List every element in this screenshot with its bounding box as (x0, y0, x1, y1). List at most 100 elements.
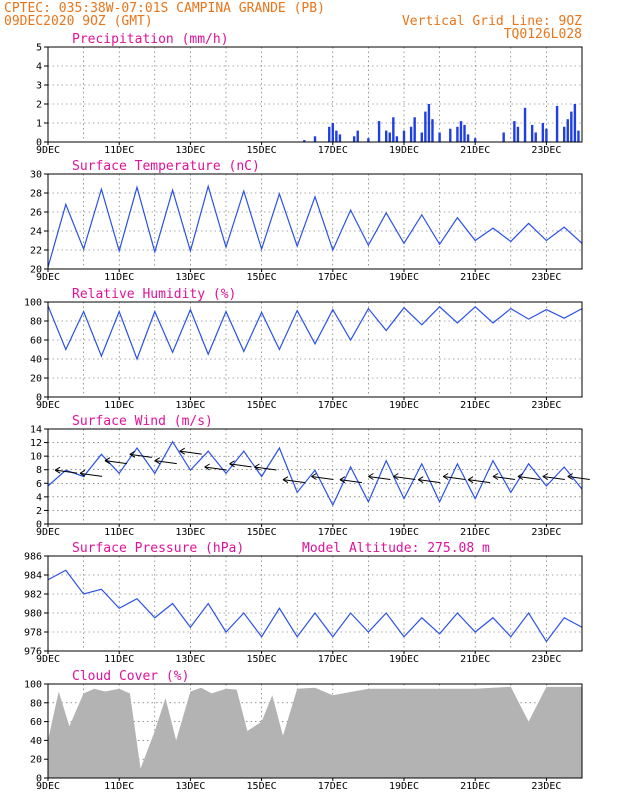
xtick-label: 11DEC (104, 527, 134, 538)
precip-bar (502, 132, 505, 142)
precip-bar (541, 123, 545, 142)
wind-arrow (229, 463, 252, 468)
wind-arrow (542, 476, 565, 480)
ytick-label: 14 (30, 425, 42, 436)
xtick-label: 13DEC (175, 654, 205, 665)
xtick-label: 15DEC (247, 400, 277, 411)
wind-arrow-head (492, 473, 499, 480)
panel-5: 0 20 40 60 80 100 9DEC 11DEC 13DEC 15DEC 17DEC 19DE… (24, 669, 583, 792)
precip-bar (463, 124, 466, 142)
xtick-label: 11DEC (104, 145, 134, 156)
series-line (47, 305, 583, 361)
ytick-label: 20 (30, 265, 42, 276)
panel-title: Surface Wind (m/s) (72, 414, 213, 429)
xtick-label: 21DEC (460, 272, 490, 283)
xtick-label: 17DEC (318, 654, 348, 665)
xtick-label: 23DEC (531, 527, 561, 538)
ytick-label: 28 (30, 189, 42, 200)
precip-bar (466, 134, 470, 142)
ytick-label: 20 (30, 374, 42, 385)
panel-title: Cloud Cover (%) (72, 669, 189, 684)
precip-bar (420, 132, 423, 142)
precip-bar (570, 111, 573, 142)
wind-arrow-head (368, 473, 374, 480)
wind-arrow-head (179, 447, 185, 455)
precip-bar (534, 132, 537, 142)
wind-arrow (492, 476, 516, 480)
ytick-label: 22 (30, 246, 42, 257)
precip-bar (328, 126, 331, 142)
ytick-label: 30 (30, 170, 42, 181)
xtick-label: 23DEC (531, 272, 561, 283)
wind-arrow (443, 476, 466, 480)
ytick-label: 0 (36, 393, 42, 404)
precip-bar (331, 123, 334, 142)
ytick-label: 3 (36, 81, 42, 92)
ytick-label: 0 (36, 774, 42, 785)
panel-frame (47, 555, 583, 652)
wind-arrow (368, 476, 391, 480)
xtick-label: 15DEC (247, 527, 277, 538)
panel-frame (47, 428, 583, 525)
ytick-label: 2 (36, 506, 42, 517)
wind-arrow (567, 476, 590, 480)
ytick-label: 100 (24, 298, 42, 309)
precip-bar (313, 136, 317, 142)
wind-arrow-head (467, 476, 474, 484)
precip-bar (545, 128, 548, 142)
wind-arrow-head (254, 463, 260, 471)
panel-frame (47, 173, 583, 270)
wind-arrow (517, 476, 540, 480)
header-grid-line: Vertical Grid Line: 9OZ (402, 14, 582, 29)
series-line (47, 184, 583, 268)
xtick-label: 11DEC (104, 272, 134, 283)
ytick-label: 80 (30, 698, 42, 709)
wind-arrow (254, 466, 277, 471)
wind-arrow (204, 466, 227, 471)
xtick-label: 19DEC (389, 781, 419, 792)
xtick-label: 13DEC (175, 400, 205, 411)
wind-arrow-head (567, 473, 574, 480)
wind-arrow (179, 450, 202, 455)
precip-bar (555, 105, 559, 142)
ytick-label: 978 (24, 628, 42, 639)
precip-bar (513, 121, 516, 142)
precip-bar (566, 119, 569, 142)
xtick-label: 23DEC (531, 145, 561, 156)
panel-2: 0 20 40 60 80 100 9DEC 11DEC 13DEC 15DEC 17DEC 19DE… (24, 287, 583, 411)
wind-arrow (393, 476, 416, 480)
ytick-label: 8 (36, 465, 42, 476)
precip-bar (573, 104, 577, 142)
panel-0: 0 1 2 3 4 5 9DEC 11DEC 13DEC 15DEC 17DEC 19DEC 21DEC… (36, 32, 583, 156)
precip-bar (427, 104, 431, 142)
wind-arrow-head (282, 476, 289, 484)
ytick-label: 100 (24, 680, 42, 691)
precip-bar (395, 136, 399, 142)
wind-arrow (468, 479, 491, 484)
panel-title: Relative Humidity (%) (72, 287, 236, 302)
wind-arrow (339, 479, 362, 484)
ytick-label: 24 (30, 227, 42, 238)
precip-bar (449, 128, 452, 142)
panel-frame (47, 301, 583, 398)
panel-frame (47, 46, 583, 143)
wind-arrow-head (229, 460, 235, 468)
ytick-label: 4 (36, 62, 42, 73)
ytick-label: 980 (24, 609, 42, 620)
precip-bar (388, 132, 391, 142)
precip-bar (352, 136, 356, 142)
xtick-label: 23DEC (531, 400, 561, 411)
xtick-label: 15DEC (247, 272, 277, 283)
precip-bar (474, 138, 477, 142)
ytick-label: 60 (30, 336, 42, 347)
wind-arrow-head (79, 469, 86, 477)
panel-3: 0 2 4 6 8 10 12 14 9DEC 11DEC 13DEC 15DEC 17DEC 19DEC… (30, 414, 590, 538)
wind-arrow (418, 479, 441, 484)
wind-arrow (129, 453, 152, 458)
xtick-label: 13DEC (175, 527, 205, 538)
xtick-label: 21DEC (460, 527, 490, 538)
ytick-label: 982 (24, 590, 42, 601)
wind-arrow-head (54, 466, 61, 474)
precip-bar (413, 117, 416, 142)
ytick-label: 20 (30, 755, 42, 766)
